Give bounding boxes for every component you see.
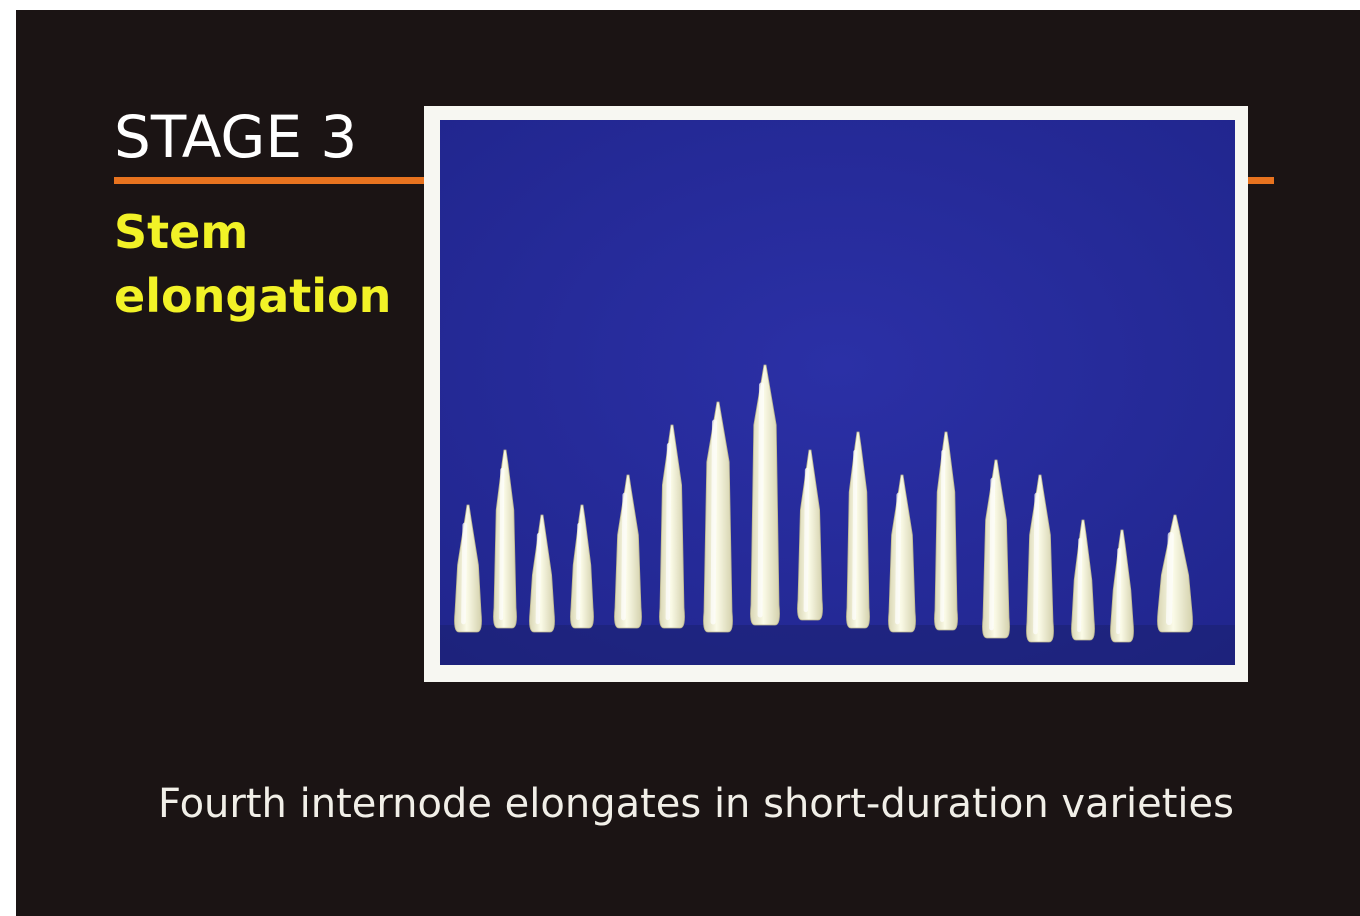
rice-stem <box>614 474 642 629</box>
slide-caption: Fourth internode elongates in short-dura… <box>158 781 1234 827</box>
rice-stem <box>703 401 733 633</box>
rice-stem <box>934 431 958 631</box>
rice-stem-highlight <box>665 442 672 621</box>
rice-stem-highlight <box>803 467 810 613</box>
rice-stem-highlight <box>535 532 542 625</box>
slide: STAGE 3 Stem elongation Fourth intern <box>16 10 1360 916</box>
rice-stem-highlight <box>852 450 858 620</box>
rice-stem <box>797 449 823 621</box>
rice-stem <box>1071 519 1095 641</box>
rice-stem <box>888 474 916 633</box>
rice-stem <box>529 514 555 633</box>
rice-stem-highlight <box>621 492 628 621</box>
rice-stem-highlight <box>499 468 505 620</box>
rice-stem-highlight <box>461 522 468 625</box>
stage-subtitle: Stem elongation <box>114 200 391 328</box>
rice-stem-highlight <box>757 382 765 618</box>
stem-group <box>454 364 1193 643</box>
rice-stem <box>1110 529 1134 643</box>
rice-stem <box>454 504 482 633</box>
rice-stem-highlight <box>1165 531 1174 626</box>
rice-stems-photo <box>440 120 1235 665</box>
rice-stem-highlight <box>576 523 582 620</box>
rice-stem <box>1026 474 1054 643</box>
rice-stem-highlight <box>1033 492 1040 635</box>
rice-stem-highlight <box>940 450 946 622</box>
rice-stem-highlight <box>895 492 902 625</box>
rice-stem-highlight <box>1116 548 1122 634</box>
rice-stem-highlight <box>989 477 996 631</box>
rice-stem-highlight <box>1077 538 1083 632</box>
rice-stem-highlight <box>710 419 718 625</box>
rice-stem <box>493 449 517 629</box>
rice-stem <box>1157 514 1193 633</box>
rice-stem <box>750 364 780 626</box>
stage-title: STAGE 3 <box>114 103 358 171</box>
subtitle-line-2: elongation <box>114 269 392 323</box>
rice-stem <box>659 424 685 629</box>
photo-frame <box>424 106 1248 682</box>
rice-stem <box>982 459 1010 639</box>
rice-stem <box>846 431 870 629</box>
subtitle-line-1: Stem <box>114 205 249 259</box>
photo-ground-shadow <box>440 625 1235 665</box>
rice-stem <box>570 504 594 629</box>
